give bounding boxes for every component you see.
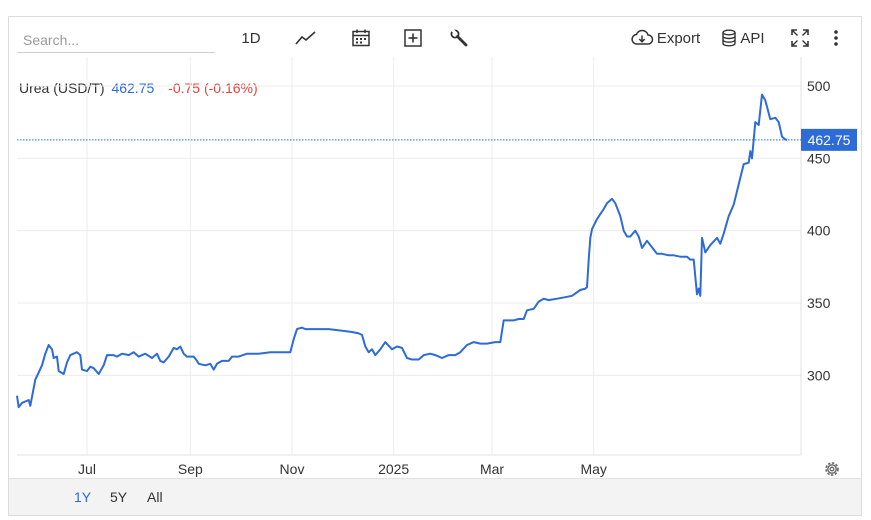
- chart-settings-button[interactable]: [822, 459, 842, 479]
- x-tick-label: Mar: [480, 461, 504, 477]
- last-value-label: 462.75: [808, 132, 851, 148]
- gear-icon: [825, 462, 839, 476]
- price-line: [16, 93, 788, 409]
- x-tick-label: 2025: [378, 461, 409, 477]
- last-value-badge: [801, 128, 857, 151]
- instrument-price: 462.75: [111, 80, 155, 96]
- instrument-name: Urea (USD/T): [19, 80, 105, 96]
- api-label: API: [740, 29, 765, 47]
- export-button[interactable]: Export: [628, 25, 702, 51]
- chart-type-button[interactable]: [292, 25, 320, 51]
- y-tick-label: 350: [807, 295, 831, 311]
- export-label: Export: [656, 29, 701, 47]
- x-tick-label: May: [580, 461, 606, 477]
- plus-box-icon: [404, 29, 422, 47]
- toolbar: 1D: [9, 17, 861, 57]
- y-tick-label: 500: [807, 78, 831, 94]
- range-selector-bar: 1Y 5Y All: [9, 478, 861, 515]
- cloud-download-icon: [631, 29, 654, 45]
- interval-button[interactable]: 1D: [237, 25, 265, 51]
- compare-button[interactable]: [399, 25, 427, 51]
- date-range-button[interactable]: [347, 25, 375, 51]
- range-1y-button[interactable]: 1Y: [74, 489, 92, 505]
- y-tick-label: 450: [807, 150, 831, 166]
- y-tick-label: 300: [807, 367, 831, 383]
- wrench-icon: [450, 28, 468, 47]
- price-chart[interactable]: 300 350 400 450 500 Jul Sep Nov 2025 Mar May 462.75: [9, 17, 861, 477]
- interval-label: 1D: [241, 29, 261, 47]
- x-tick-label: Nov: [280, 461, 305, 477]
- fullscreen-button[interactable]: [787, 25, 813, 51]
- x-tick-label: Sep: [178, 461, 203, 477]
- chart-widget: 1D: [8, 16, 862, 516]
- range-5y-button[interactable]: 5Y: [110, 489, 128, 505]
- line-chart-icon: [295, 31, 316, 45]
- search-input[interactable]: [17, 27, 215, 53]
- calendar-icon: [352, 29, 370, 47]
- range-all-button[interactable]: All: [147, 489, 163, 505]
- x-tick-label: Jul: [78, 461, 96, 477]
- more-vertical-icon: [834, 30, 838, 46]
- settings-tools-button[interactable]: [445, 25, 473, 51]
- api-button[interactable]: API: [719, 25, 767, 51]
- fullscreen-icon: [791, 29, 809, 47]
- database-icon: [722, 29, 737, 47]
- more-menu-button[interactable]: [827, 25, 845, 51]
- y-tick-label: 400: [807, 223, 831, 239]
